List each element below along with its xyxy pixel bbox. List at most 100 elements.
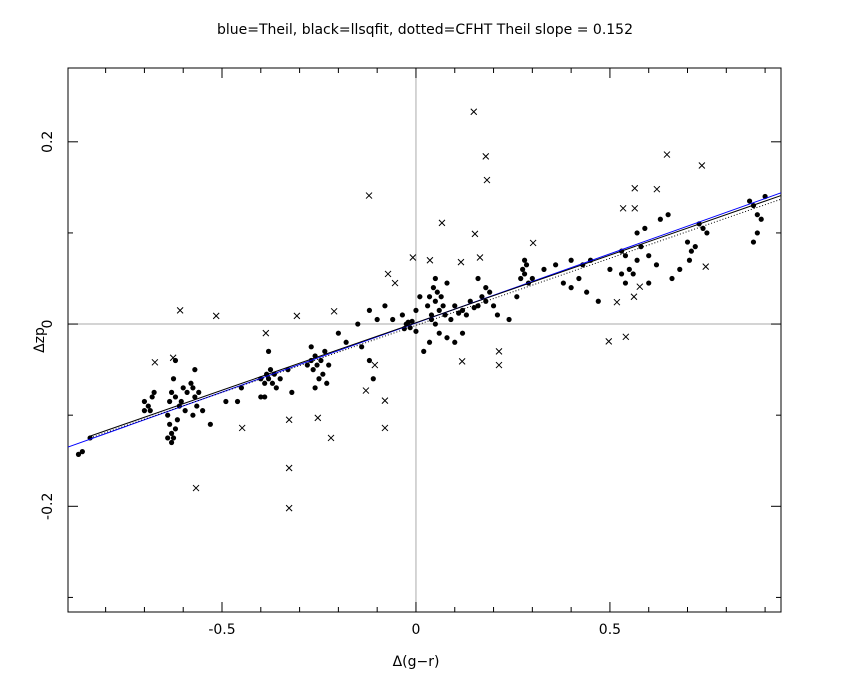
dot-point [430,285,437,291]
dot-point [168,439,175,446]
chart-title: blue=Theil, black=llsqfit, dotted=CFHT T… [217,22,633,38]
dot-point [634,230,640,236]
dot-point [355,321,361,327]
dot-point [390,316,396,323]
cross-point [622,333,630,341]
dot-point [704,230,710,236]
cross-point [702,263,710,271]
cross-point [698,162,706,169]
dot-point [192,367,198,373]
y-tick-label: 0 [40,320,56,329]
dot-point [518,275,524,282]
dot-point [180,385,186,391]
dot-point [618,271,625,277]
dot-point [700,225,706,231]
cross-point [391,279,399,287]
dot-point [653,262,660,268]
dot-point [657,216,663,222]
dot-point [576,275,582,282]
dot-point [750,239,757,245]
cross-point [630,293,638,301]
x-tick-label: 0.5 [599,622,621,638]
x-tick-label: 0 [412,622,421,638]
dot-point [167,421,173,427]
dot-point [265,348,272,354]
dot-point [184,389,190,395]
dot-point [170,376,177,382]
dot-point [165,435,171,441]
dot-point [194,403,200,409]
dot-point [320,371,326,377]
dot-point [75,451,82,457]
dot-point [407,325,413,331]
dot-point [487,289,493,295]
dot-point [151,389,157,395]
dot-point [308,344,314,350]
dot-point [646,253,652,259]
dot-point [426,339,433,345]
cross-point [631,184,639,192]
cross-point [212,312,220,320]
dot-point [646,280,652,286]
dot-point [568,285,574,291]
dot-point [634,257,640,263]
dot-point [434,289,440,295]
dot-point [665,212,671,218]
dot-point [314,362,320,368]
dot-point [267,367,274,373]
dot-point [399,312,405,318]
cross-point [169,354,177,362]
dot-point [758,216,764,222]
dot-point [448,316,454,323]
cross-point [362,387,370,394]
fit-line [89,195,782,437]
dot-point [409,318,415,324]
dot-point [432,321,438,327]
dot-point [182,408,188,414]
plot-frame [67,67,782,613]
dot-point [312,385,318,391]
dot-point [258,394,264,400]
dot-point [463,312,469,318]
cross-point [471,230,479,238]
dot-point [475,275,481,282]
dot-point [335,330,341,336]
dot-point [669,275,675,282]
dot-point [192,394,198,400]
dot-point [310,367,316,373]
cross-point [192,484,200,492]
cross-point [426,256,434,264]
x-tick-label: -0.5 [208,622,235,638]
cross-point [619,204,627,212]
cross-point [384,270,392,278]
dot-point [269,380,276,386]
dot-point [521,257,528,263]
dot-point [366,357,373,364]
dot-point [238,385,245,391]
dot-point [366,307,373,313]
cross-point [529,239,537,247]
dot-point [456,310,462,316]
dot-point [444,335,450,341]
dot-point [170,435,177,441]
dot-point [172,394,179,400]
cross-point [438,219,446,227]
dot-point [584,289,590,295]
dot-point [196,389,202,395]
cross-point [238,424,246,432]
cross-point [176,307,184,314]
cross-point [365,192,373,199]
dot-point [436,330,442,336]
dot-point [684,239,691,245]
cross-point [613,298,621,306]
cross-point [293,312,301,320]
dot-point [168,389,175,395]
dot-point [444,280,450,286]
dot-point [471,305,477,311]
dot-point [479,294,485,300]
dot-point [432,275,438,282]
dot-point [289,389,295,395]
cross-point [457,258,465,266]
dot-point [754,212,760,218]
